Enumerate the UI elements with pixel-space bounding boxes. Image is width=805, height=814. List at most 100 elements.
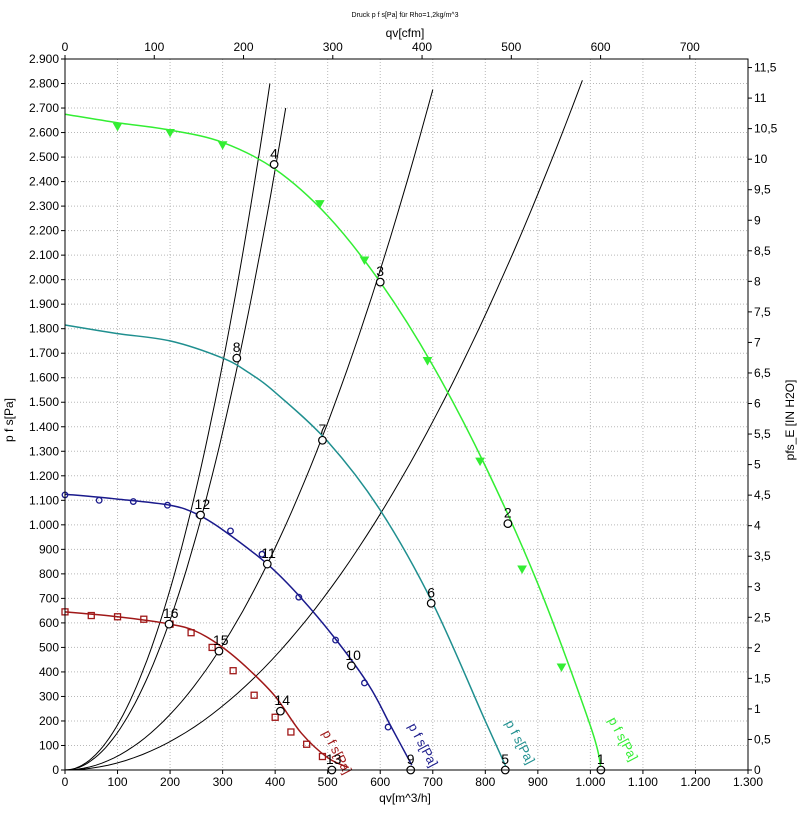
circle-marker: [332, 636, 340, 644]
triangle-marker: [556, 663, 567, 673]
operating-point-label: 11: [261, 545, 276, 561]
operating-point-marker: [269, 160, 279, 169]
x-tick-label: 100: [108, 775, 128, 789]
y-tick-label: 2.800: [29, 77, 59, 91]
square-marker: [140, 615, 148, 623]
x-tick-label: 200: [160, 775, 180, 789]
operating-point-label: 1: [597, 751, 605, 767]
fan-curve-3: p f s[Pa]: [61, 491, 441, 770]
y-tick-label: 300: [39, 689, 59, 703]
axis-ticks: 0 100 200 300 400 500 600 700 800 900 1.000 1.100 1.…: [29, 40, 778, 789]
x2-tick-label: 400: [412, 40, 432, 54]
y-tick-label: 600: [39, 616, 59, 630]
operating-point-12: 12: [195, 496, 211, 520]
y-tick-label: 100: [39, 738, 59, 752]
y-tick-label: 1.100: [29, 493, 59, 507]
triangle-marker: [359, 256, 370, 266]
operating-point-6: 6: [426, 584, 436, 608]
y2-tick-label: 1: [754, 702, 761, 716]
y2-tick-label: 4,5: [754, 488, 771, 502]
y-tick-label: 2.300: [29, 199, 59, 213]
circle-marker: [95, 496, 103, 504]
circle-marker: [163, 501, 171, 509]
operating-point-marker: [503, 519, 513, 529]
square-marker: [229, 667, 237, 675]
y-tick-label: 1.000: [29, 518, 59, 532]
y2-tick-label: 11: [754, 91, 767, 105]
circle-marker: [361, 679, 368, 687]
grid: [64, 58, 749, 771]
x2-tick-label: 100: [144, 40, 164, 54]
operating-point-16: 16: [163, 605, 179, 629]
y-tick-label: 2.500: [29, 150, 59, 164]
operating-point-marker: [426, 598, 436, 608]
x2-tick-label: 300: [323, 40, 343, 54]
operating-point-label: 15: [213, 632, 229, 648]
operating-point-marker: [232, 353, 242, 363]
y-tick-label: 900: [39, 542, 59, 556]
operating-point-label: 10: [345, 647, 361, 663]
circle-marker: [258, 550, 266, 558]
system-curve-2: [64, 89, 434, 771]
operating-point-8: 8: [232, 339, 242, 363]
x-tick-label: 1.200: [680, 775, 710, 789]
triangle-marker: [314, 200, 325, 209]
y-tick-label: 1.300: [29, 444, 59, 458]
square-marker: [113, 613, 122, 621]
system-curve-3: [64, 107, 287, 771]
fan-curve-line: [64, 324, 507, 768]
y-tick-label: 1.400: [29, 420, 59, 434]
fan-curves: p f s[Pa]p f s[Pa]p f s[Pa]p f s[Pa]: [61, 113, 641, 777]
triangle-marker: [217, 141, 228, 150]
y2-tick-label: 7: [754, 335, 761, 349]
square-marker: [250, 691, 258, 699]
y-tick-label: 200: [39, 714, 59, 728]
y-tick-label: 1.700: [29, 346, 59, 360]
operating-point-marker: [262, 559, 272, 569]
triangle-marker: [165, 129, 175, 138]
y-tick-label: 1.200: [29, 469, 59, 483]
y-tick-label: 800: [39, 567, 59, 581]
square-marker: [187, 629, 195, 637]
fan-curve-line: [64, 493, 413, 766]
square-marker: [87, 611, 95, 620]
fan-curve-label: p f s[Pa]: [605, 714, 641, 763]
y-tick-label: 400: [39, 665, 59, 679]
y-tick-label: 0: [52, 763, 59, 777]
y2-tick-label: 9,5: [754, 183, 771, 197]
x-tick-label: 1.300: [733, 775, 763, 789]
operating-point-label: 8: [233, 339, 241, 355]
y-tick-label: 1.800: [29, 322, 59, 336]
x-tick-label: 700: [423, 775, 443, 789]
y2-tick-label: 5,5: [754, 427, 771, 441]
triangle-marker: [112, 122, 123, 132]
operating-point-label: 12: [195, 496, 211, 512]
y2-tick-label: 10,5: [754, 122, 778, 136]
operating-point-11: 11: [261, 545, 276, 569]
x-tick-label: 400: [265, 775, 285, 789]
operating-point-marker: [375, 277, 385, 287]
operating-point-label: 16: [163, 605, 179, 621]
x2-tick-label: 600: [591, 40, 611, 54]
y-tick-label: 1.900: [29, 297, 59, 311]
y2-tick-label: 0: [754, 763, 761, 777]
y2-tick-label: 3: [754, 580, 761, 594]
x2-tick-label: 200: [234, 40, 254, 54]
y2-axis-title: pfs_E [IN H2O]: [783, 380, 797, 461]
operating-point-marker: [164, 619, 174, 629]
square-marker: [318, 752, 327, 761]
system-curve-1: [64, 80, 583, 771]
y-axis-title: p f s[Pa]: [2, 398, 16, 442]
fan-curve-4: p f s[Pa]: [61, 608, 355, 777]
system-curve-4: [64, 83, 271, 771]
y-tick-label: 500: [39, 640, 59, 654]
x-tick-label: 500: [318, 775, 338, 789]
triangle-marker: [517, 565, 527, 574]
circle-marker: [129, 498, 137, 505]
operating-point-7: 7: [318, 421, 327, 445]
y2-tick-label: 11,5: [754, 61, 777, 75]
operating-point-marker: [214, 646, 224, 656]
y2-tick-label: 7,5: [754, 305, 771, 319]
